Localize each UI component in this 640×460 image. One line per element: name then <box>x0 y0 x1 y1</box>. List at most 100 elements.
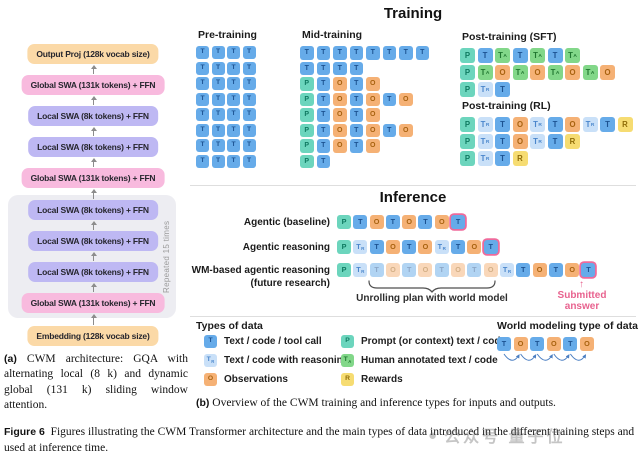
token-t: T <box>349 139 363 153</box>
token-t: T <box>563 337 578 351</box>
token-t: T <box>227 46 240 59</box>
training-group-label: Pre-training <box>198 29 257 41</box>
token-t: T <box>316 108 330 122</box>
token-o: O <box>451 263 466 277</box>
token-t: T <box>242 92 256 106</box>
token-t: T <box>211 108 225 121</box>
token-t: T <box>516 263 531 277</box>
token-t: T <box>333 61 347 75</box>
token-t: T <box>227 77 240 90</box>
token-subscript: R <box>590 123 595 129</box>
token-t: T <box>497 337 511 351</box>
token-t: T <box>333 46 347 60</box>
legend-item: O Observations <box>204 373 288 386</box>
arch-layer-local: Local SWA (8k tokens) + FFN <box>28 137 158 157</box>
legend-item: T Text / code / tool call <box>204 335 322 348</box>
up-arrow-icon <box>90 127 97 136</box>
divider <box>190 185 636 186</box>
token-o: O <box>512 117 528 132</box>
arch-layer-embed: Embedding (128k vocab size) <box>27 326 159 346</box>
arch-layer-local: Local SWA (8k tokens) + FFN <box>28 262 158 282</box>
token-t: T <box>547 134 563 149</box>
token-p: P <box>460 151 475 166</box>
token-t: T <box>227 61 240 75</box>
training-group-label: Post-training (RL) <box>462 100 551 112</box>
token-p: P <box>341 335 354 348</box>
token-o: O <box>579 337 594 351</box>
token-t: T <box>227 123 240 137</box>
legend-item-label: Rewards <box>361 374 403 385</box>
token-t: T <box>402 263 417 277</box>
unrolling-plan-label: Unrolling plan with world model <box>356 293 508 304</box>
figure-caption: Figure 6 Figures illustrating the CWM Tr… <box>4 424 637 457</box>
token-t: T <box>316 139 330 153</box>
token-t: T <box>196 108 209 121</box>
legend-item-label: Prompt (or context) text / code <box>361 336 507 347</box>
up-arrow-icon <box>90 314 97 325</box>
token-t: T <box>196 77 209 90</box>
token-subscript: A <box>538 54 542 60</box>
watermark-text: 公众号 量子位 <box>444 429 566 446</box>
token-r: R <box>617 117 633 132</box>
token-t: T <box>349 61 363 75</box>
up-arrow-icon <box>90 283 97 292</box>
token-t: T <box>211 123 225 137</box>
token-o: O <box>333 92 347 106</box>
token-o: O <box>418 263 433 277</box>
watermark-logo-icon: ● <box>428 426 438 444</box>
token-t: T <box>316 46 330 60</box>
token-t: T <box>547 48 563 63</box>
token-subscript: R <box>485 88 490 94</box>
token-t: T <box>369 263 384 277</box>
token-o: O <box>333 123 347 137</box>
token-t: T <box>211 61 225 75</box>
token-t: T <box>242 123 256 137</box>
up-arrow-icon <box>90 221 97 230</box>
token-o: O <box>366 92 380 106</box>
token-t: T <box>349 108 363 122</box>
token-t: T <box>399 46 413 60</box>
inference-section-title: Inference <box>379 189 447 206</box>
token-t: T <box>369 240 384 254</box>
token-subscript: R <box>361 268 365 274</box>
token-t: T <box>227 154 240 168</box>
token-t: T <box>530 337 545 351</box>
token-o: O <box>434 215 449 229</box>
token-t: T <box>242 77 256 90</box>
token-t: T <box>382 123 396 137</box>
token-t: T <box>512 48 528 63</box>
token-subscript: A <box>520 71 525 77</box>
architecture-diagram: Repeated 15 times Output Proj (128k voca… <box>8 0 184 355</box>
token-t: T <box>196 154 209 168</box>
token-p: P <box>300 92 314 106</box>
token-subscript: A <box>573 54 577 60</box>
token-t: T <box>242 61 256 75</box>
token-t: T <box>242 154 256 168</box>
legend-item: T A Human annotated text / code <box>341 354 498 367</box>
token-t: T <box>316 123 330 137</box>
caption-a-text: CWM architecture: GQA with alternating l… <box>4 353 189 412</box>
token-t: T <box>495 151 510 166</box>
legend-title: Types of data <box>196 320 263 332</box>
